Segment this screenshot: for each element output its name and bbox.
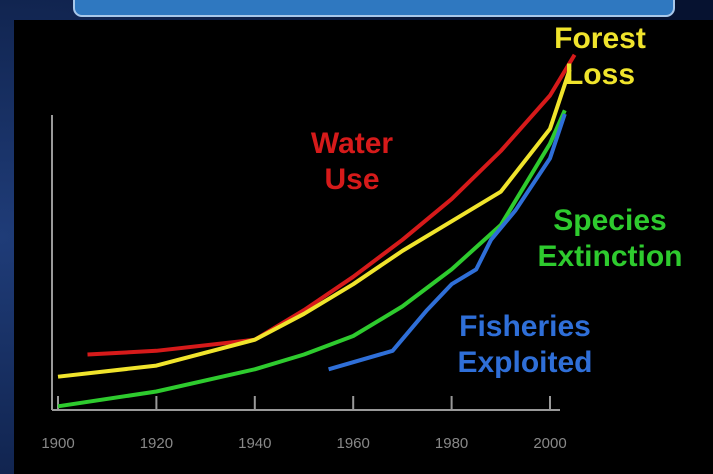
x-tick-label: 1920 [140, 435, 173, 452]
series-line [57, 109, 567, 409]
title-banner [73, 0, 675, 17]
series-line [57, 68, 572, 379]
x-tick-label: 1940 [238, 435, 271, 452]
x-tick-label: 1900 [41, 435, 74, 452]
series-line [87, 53, 577, 357]
x-tick-label: 1960 [337, 435, 370, 452]
series-line [328, 113, 567, 372]
series-label: Species Extinction [537, 204, 682, 273]
series-label: Forest Loss [554, 22, 646, 91]
x-tick-label: 2000 [533, 435, 566, 452]
chart-panel [14, 20, 713, 474]
series-label: Water Use [311, 127, 394, 196]
x-tick-label: 1980 [435, 435, 468, 452]
series-label: Fisheries Exploited [457, 310, 592, 379]
